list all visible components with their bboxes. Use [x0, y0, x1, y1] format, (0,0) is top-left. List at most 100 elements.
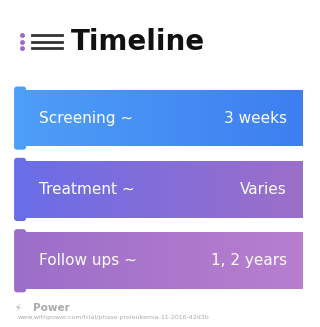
Bar [77, 161, 80, 218]
Bar [123, 90, 126, 146]
Bar [300, 161, 303, 218]
Text: 1, 2 years: 1, 2 years [211, 253, 287, 268]
Bar [203, 90, 206, 146]
Bar [277, 161, 280, 218]
Bar [60, 161, 63, 218]
Bar [157, 90, 160, 146]
Bar [111, 161, 115, 218]
Bar [154, 232, 157, 289]
Bar [117, 161, 120, 218]
Bar [206, 161, 209, 218]
Bar [266, 90, 269, 146]
Bar [203, 232, 206, 289]
Bar [89, 161, 92, 218]
Bar [297, 161, 300, 218]
Bar [23, 161, 26, 218]
Bar [148, 161, 152, 218]
Bar [66, 232, 69, 289]
Bar [60, 90, 63, 146]
Bar [106, 161, 109, 218]
Bar [231, 90, 235, 146]
Bar [117, 232, 120, 289]
Bar [140, 90, 143, 146]
Bar [151, 90, 155, 146]
Bar [137, 90, 140, 146]
Bar [71, 161, 75, 218]
Bar [180, 232, 183, 289]
Bar [174, 232, 178, 289]
Bar [100, 161, 103, 218]
Bar [271, 232, 275, 289]
Bar [49, 161, 52, 218]
Bar [277, 90, 280, 146]
Bar [143, 90, 146, 146]
Bar [52, 232, 55, 289]
Bar [46, 232, 49, 289]
Bar [86, 161, 89, 218]
Bar [34, 161, 37, 218]
Bar [68, 161, 72, 218]
Bar [291, 161, 294, 218]
Text: Treatment ~: Treatment ~ [39, 182, 135, 197]
Bar [280, 90, 283, 146]
Bar [74, 90, 77, 146]
Bar [92, 232, 95, 289]
Bar [214, 161, 217, 218]
Bar [280, 161, 283, 218]
Bar [29, 90, 32, 146]
Text: Power: Power [33, 303, 70, 313]
Bar [231, 161, 235, 218]
Bar [148, 90, 152, 146]
Bar [129, 90, 132, 146]
Bar [223, 161, 226, 218]
Bar [74, 161, 77, 218]
Bar [52, 161, 55, 218]
Bar [246, 232, 249, 289]
Bar [108, 90, 112, 146]
Bar [120, 161, 123, 218]
Bar [286, 161, 289, 218]
Bar [194, 232, 197, 289]
Bar [140, 161, 143, 218]
Bar [194, 90, 197, 146]
Bar [43, 232, 46, 289]
Bar [226, 90, 229, 146]
Bar [169, 161, 172, 218]
Bar [148, 232, 152, 289]
Bar [188, 161, 192, 218]
Bar [129, 161, 132, 218]
Bar [92, 90, 95, 146]
Bar [172, 90, 175, 146]
Bar [97, 232, 100, 289]
Bar [100, 232, 103, 289]
Bar [100, 90, 103, 146]
Bar [83, 90, 86, 146]
Bar [154, 90, 157, 146]
Bar [266, 161, 269, 218]
Bar [111, 90, 115, 146]
Bar [120, 232, 123, 289]
Bar [172, 161, 175, 218]
Bar [180, 90, 183, 146]
Bar [197, 161, 200, 218]
Bar [114, 232, 117, 289]
Bar [212, 232, 215, 289]
Bar [46, 161, 49, 218]
Bar [137, 161, 140, 218]
Bar [134, 161, 138, 218]
Bar [32, 90, 35, 146]
Bar [37, 161, 40, 218]
Bar [186, 90, 189, 146]
Bar [271, 161, 275, 218]
Bar [20, 161, 23, 218]
Bar [177, 90, 180, 146]
Bar [252, 90, 254, 146]
Bar [200, 90, 203, 146]
Bar [63, 161, 66, 218]
Bar [200, 232, 203, 289]
Bar [266, 232, 269, 289]
Bar [291, 90, 294, 146]
Bar [209, 90, 212, 146]
Bar [188, 232, 192, 289]
Text: Screening ~: Screening ~ [39, 111, 133, 126]
